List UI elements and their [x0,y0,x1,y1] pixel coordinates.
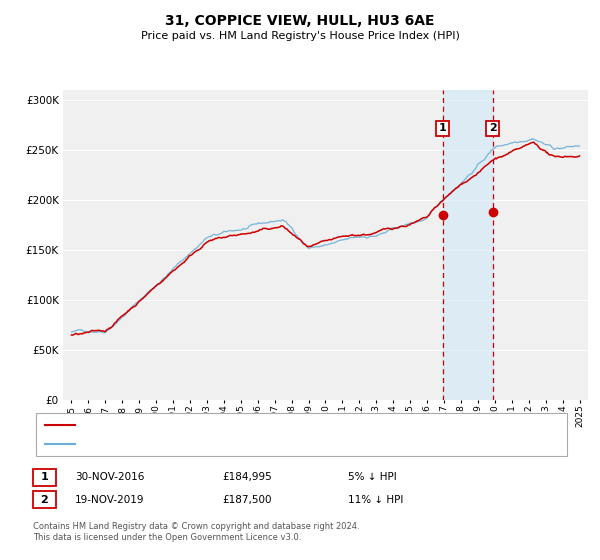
Text: Contains HM Land Registry data © Crown copyright and database right 2024.: Contains HM Land Registry data © Crown c… [33,522,359,531]
Text: 5% ↓ HPI: 5% ↓ HPI [348,472,397,482]
Text: 19-NOV-2019: 19-NOV-2019 [75,494,145,505]
Text: Price paid vs. HM Land Registry's House Price Index (HPI): Price paid vs. HM Land Registry's House … [140,31,460,41]
Text: 31, COPPICE VIEW, HULL, HU3 6AE: 31, COPPICE VIEW, HULL, HU3 6AE [165,14,435,28]
Text: 2: 2 [489,123,497,133]
Text: This data is licensed under the Open Government Licence v3.0.: This data is licensed under the Open Gov… [33,533,301,542]
Text: £187,500: £187,500 [222,494,271,505]
Text: 11% ↓ HPI: 11% ↓ HPI [348,494,403,505]
Text: 2: 2 [41,494,48,505]
Text: HPI: Average price, detached house, City of Kingston upon Hull: HPI: Average price, detached house, City… [81,439,395,449]
Bar [443,90,493,400]
Text: 31, COPPICE VIEW, HULL, HU3 6AE (detached house): 31, COPPICE VIEW, HULL, HU3 6AE (detache… [81,420,344,430]
Text: 1: 1 [439,123,446,133]
Text: 30-NOV-2016: 30-NOV-2016 [75,472,145,482]
Text: £184,995: £184,995 [222,472,272,482]
Text: 1: 1 [41,472,48,482]
